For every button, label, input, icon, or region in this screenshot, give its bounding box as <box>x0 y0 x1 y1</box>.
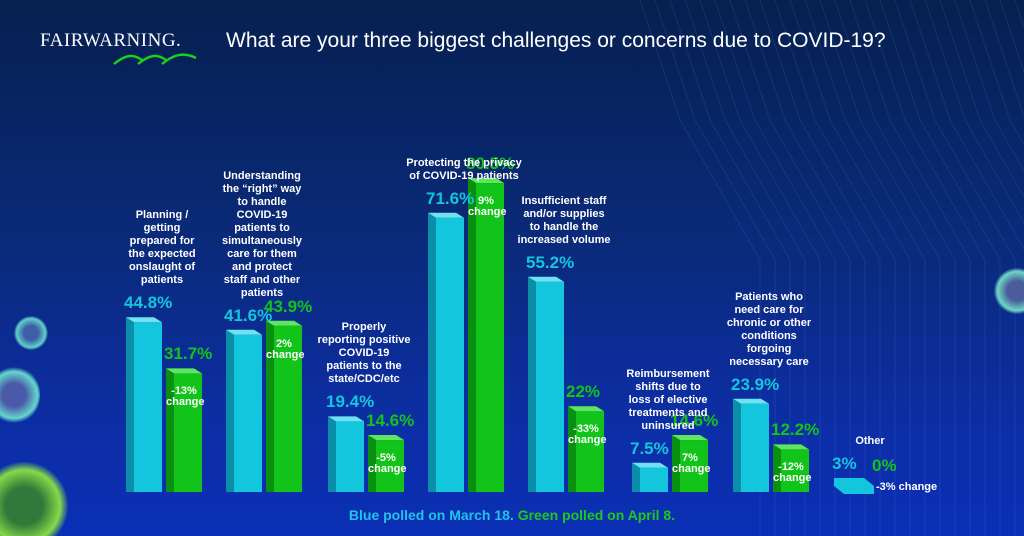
category-label: Properly reporting positive COVID-19 pat… <box>317 321 411 386</box>
bar-blue <box>632 462 668 492</box>
background-line <box>744 0 866 536</box>
category-label: Other <box>855 435 885 447</box>
category-label: Understanding the “right” way to handle … <box>221 169 303 299</box>
bar-green <box>468 178 504 493</box>
bar-blue <box>226 329 262 492</box>
bar-green <box>166 368 202 492</box>
category-label: Patients who need care for chronic or ot… <box>726 290 812 368</box>
value-label-blue: 3% <box>832 454 857 473</box>
background-line <box>999 0 1024 74</box>
background-line <box>789 0 911 536</box>
value-label-blue: 55.2% <box>526 252 575 272</box>
background-line <box>804 0 926 536</box>
background-line <box>894 0 1016 536</box>
value-label-blue: 71.6% <box>426 188 475 208</box>
bar-blue <box>328 416 364 492</box>
fairwarning-logo: FAIRWARNING. <box>40 30 182 51</box>
background-line <box>954 0 1024 172</box>
value-label-green: 80.5% <box>466 154 515 174</box>
value-label-green: 14.6% <box>366 411 415 431</box>
value-label-green: 0% <box>872 456 897 475</box>
background-line <box>939 0 1024 199</box>
value-label-green: 31.7% <box>164 344 213 364</box>
value-label-blue: 19.4% <box>326 392 375 412</box>
change-label: -13% change <box>166 385 205 409</box>
category-label: Reimbursement shifts due to loss of elec… <box>626 367 710 432</box>
bar-green <box>266 320 302 492</box>
background-line <box>699 0 821 536</box>
background-line <box>669 0 791 536</box>
virus-icon <box>994 268 1024 314</box>
background-line <box>684 0 806 536</box>
category-label: Protecting the privacy of COVID-19 patie… <box>406 156 522 182</box>
bar-blue <box>733 398 769 492</box>
logo-wave-icon <box>113 53 197 65</box>
bar-blue <box>428 212 464 492</box>
value-label-blue: 44.8% <box>124 293 173 313</box>
background-line <box>654 0 776 536</box>
change-label: -33% change <box>568 423 607 447</box>
background-line <box>924 0 1024 225</box>
background-line <box>729 0 851 536</box>
background-line <box>774 0 896 536</box>
value-label-blue: 23.9% <box>731 374 780 394</box>
bar-green <box>773 444 809 492</box>
bar-green <box>368 435 404 492</box>
value-label-green: 12.2% <box>771 420 820 440</box>
value-label-blue: 41.6% <box>224 305 273 325</box>
background-line <box>639 0 761 536</box>
background-line <box>714 0 836 536</box>
change-label: 2% change <box>266 337 305 361</box>
background-line <box>819 0 941 536</box>
change-label: 7% change <box>672 452 711 476</box>
background-line <box>864 0 986 536</box>
category-label: Insufficient staff and/or supplies to ha… <box>517 194 611 246</box>
background-line <box>909 0 1024 251</box>
legend-footer: Blue polled on March 18. Green polled on… <box>0 507 1024 523</box>
value-label-green: 22% <box>566 382 601 402</box>
value-label-blue: 7.5% <box>630 438 669 458</box>
bar-green <box>568 406 604 492</box>
bar-blue <box>834 478 874 494</box>
virus-icon <box>0 366 40 424</box>
background-line <box>984 0 1024 119</box>
chart-title: What are your three biggest challenges o… <box>226 29 886 52</box>
change-label: -5% change <box>368 452 407 476</box>
value-label-green: 14.6% <box>670 411 719 431</box>
background-line <box>759 0 881 536</box>
change-label: 9% change <box>468 195 507 219</box>
legend-green: Green polled on April 8. <box>517 507 676 523</box>
category-label: Planning / getting prepared for the expe… <box>128 209 196 287</box>
background-line <box>849 0 971 536</box>
change-label: -3% change <box>876 481 938 493</box>
bar-blue <box>528 276 564 492</box>
background-line <box>834 0 956 536</box>
bar-blue <box>126 317 162 492</box>
bar-green <box>672 435 708 492</box>
value-label-green: 43.9% <box>264 296 313 316</box>
background-line <box>969 0 1024 146</box>
background-line <box>879 0 1001 536</box>
legend-blue: Blue polled on March 18. <box>348 507 514 523</box>
change-label: -12% change <box>773 461 812 485</box>
virus-icon <box>14 316 48 350</box>
